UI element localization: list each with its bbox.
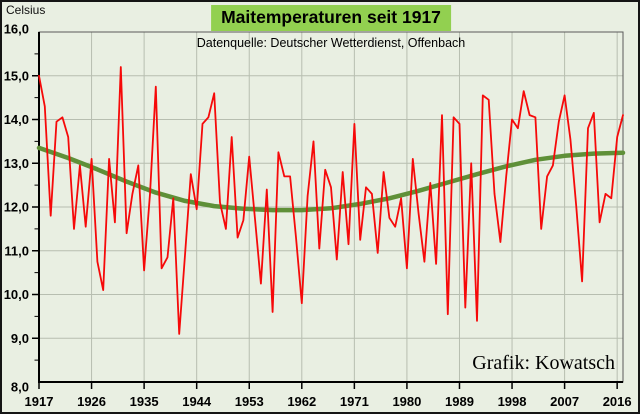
temperature-series-line (38, 66, 624, 335)
data-source-label: Datenquelle: Deutscher Wetterdienst, Off… (196, 36, 466, 50)
x-tick-label: 1926 (77, 394, 106, 409)
trend-series-line (36, 145, 626, 213)
x-tick-label: 1917 (25, 394, 54, 409)
x-tick-label: 1962 (287, 394, 316, 409)
y-tick-label: 14,0 (4, 112, 29, 127)
page-title: Maitemperaturen seit 1917 (211, 5, 451, 31)
y-tick-label: 16,0 (4, 22, 29, 37)
x-tick-label: 2016 (603, 394, 632, 409)
y-tick-label: 13,0 (4, 156, 29, 171)
y-tick-label: 15,0 (4, 68, 29, 83)
x-tick-label: 1980 (392, 394, 421, 409)
x-tick-label: 2007 (550, 394, 579, 409)
y-axis-unit-label: Celsius (6, 3, 46, 17)
y-tick-label: 10,0 (4, 287, 29, 302)
y-tick-label: 8,0 (11, 380, 29, 395)
x-tick-label: 1989 (445, 394, 474, 409)
y-tick-label: 11,0 (4, 243, 29, 258)
y-tick-label: 12,0 (4, 200, 29, 215)
y-tick-label: 9,0 (11, 331, 29, 346)
x-tick-label: 1971 (340, 394, 369, 409)
credit-label: Grafik: Kowatsch (472, 352, 615, 374)
x-tick-label: 1944 (182, 394, 212, 409)
x-tick-label: 1953 (235, 394, 264, 409)
x-tick-label: 1998 (498, 394, 527, 409)
x-tick-label: 1935 (130, 394, 159, 409)
